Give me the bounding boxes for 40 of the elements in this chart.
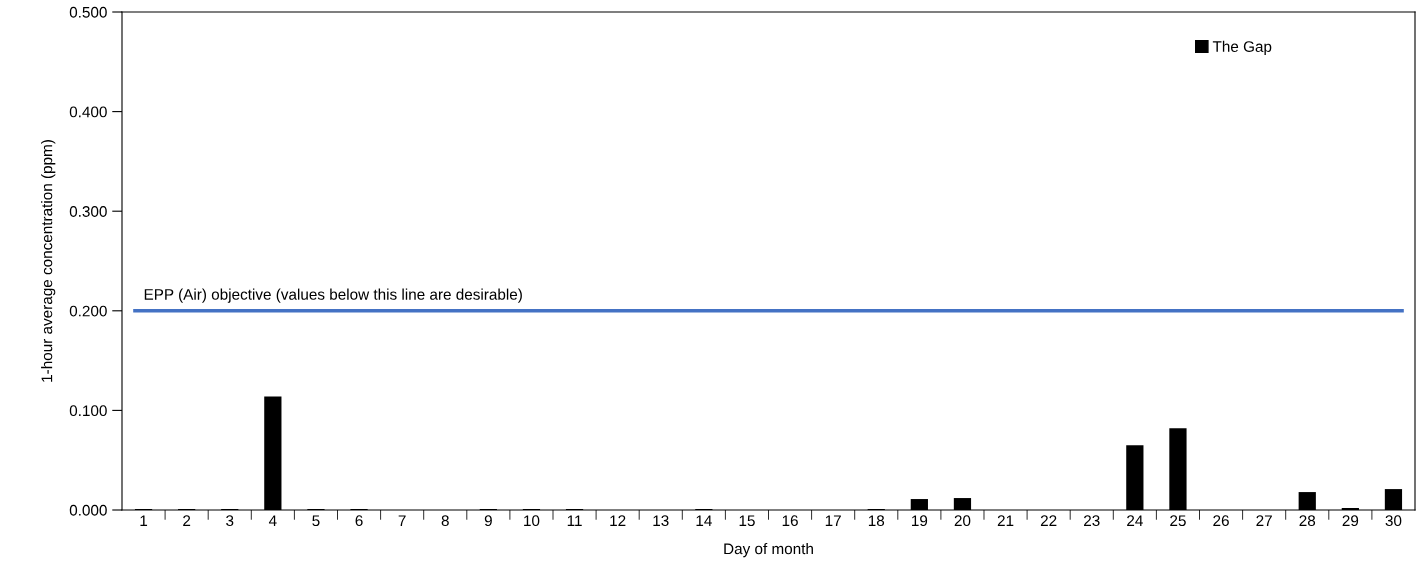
y-axis-title: 1-hour average concentration (ppm) (41, 140, 56, 382)
y-tick-label: 0.100 (69, 405, 107, 417)
x-tick-label: 22 (1040, 515, 1057, 526)
x-tick-label: 4 (268, 515, 277, 526)
x-tick-label: 15 (739, 515, 755, 527)
x-tick-label: 26 (1213, 515, 1229, 527)
x-tick-label: 24 (1127, 515, 1143, 526)
x-tick-label: 6 (355, 515, 363, 527)
x-tick-label: 20 (954, 515, 971, 527)
y-tick-label: 0.500 (69, 6, 107, 18)
x-tick-label: 27 (1256, 515, 1272, 526)
x-tick-label: 7 (398, 515, 406, 526)
x-tick-label: 9 (484, 515, 492, 527)
x-tick-label: 23 (1084, 515, 1100, 527)
x-tick-label: 17 (825, 515, 841, 526)
x-tick-label: 25 (1170, 515, 1186, 527)
x-tick-label: 10 (524, 515, 540, 527)
x-tick-label: 3 (226, 515, 234, 527)
x-tick-label: 1 (140, 515, 148, 526)
x-tick-label: 8 (441, 515, 449, 527)
x-tick-label: 19 (912, 515, 928, 527)
y-tick-label: 0.000 (69, 504, 107, 516)
x-tick-label: 28 (1299, 515, 1316, 527)
x-tick-label: 5 (312, 515, 320, 527)
x-tick-label: 21 (997, 515, 1014, 526)
ref-line-label: EPP (Air) objective (values below this line are desirable) (144, 288, 522, 303)
x-tick-label: 29 (1342, 515, 1359, 527)
x-tick-label: 14 (696, 515, 712, 526)
x-axis-title: Day of month (724, 542, 813, 558)
y-tick-label: 0.300 (69, 206, 107, 217)
x-tick-label: 13 (653, 515, 669, 527)
x-tick-label: 2 (183, 515, 191, 526)
x-tick-label: 30 (1385, 515, 1402, 527)
x-tick-label: 18 (868, 515, 885, 527)
legend-label: The Gap (1212, 40, 1272, 56)
y-tick-label: 0.200 (69, 305, 107, 317)
x-tick-label: 12 (610, 515, 626, 526)
y-tick-label: 0.400 (69, 106, 107, 118)
x-tick-label: 11 (567, 515, 582, 526)
x-tick-label: 16 (782, 515, 798, 527)
